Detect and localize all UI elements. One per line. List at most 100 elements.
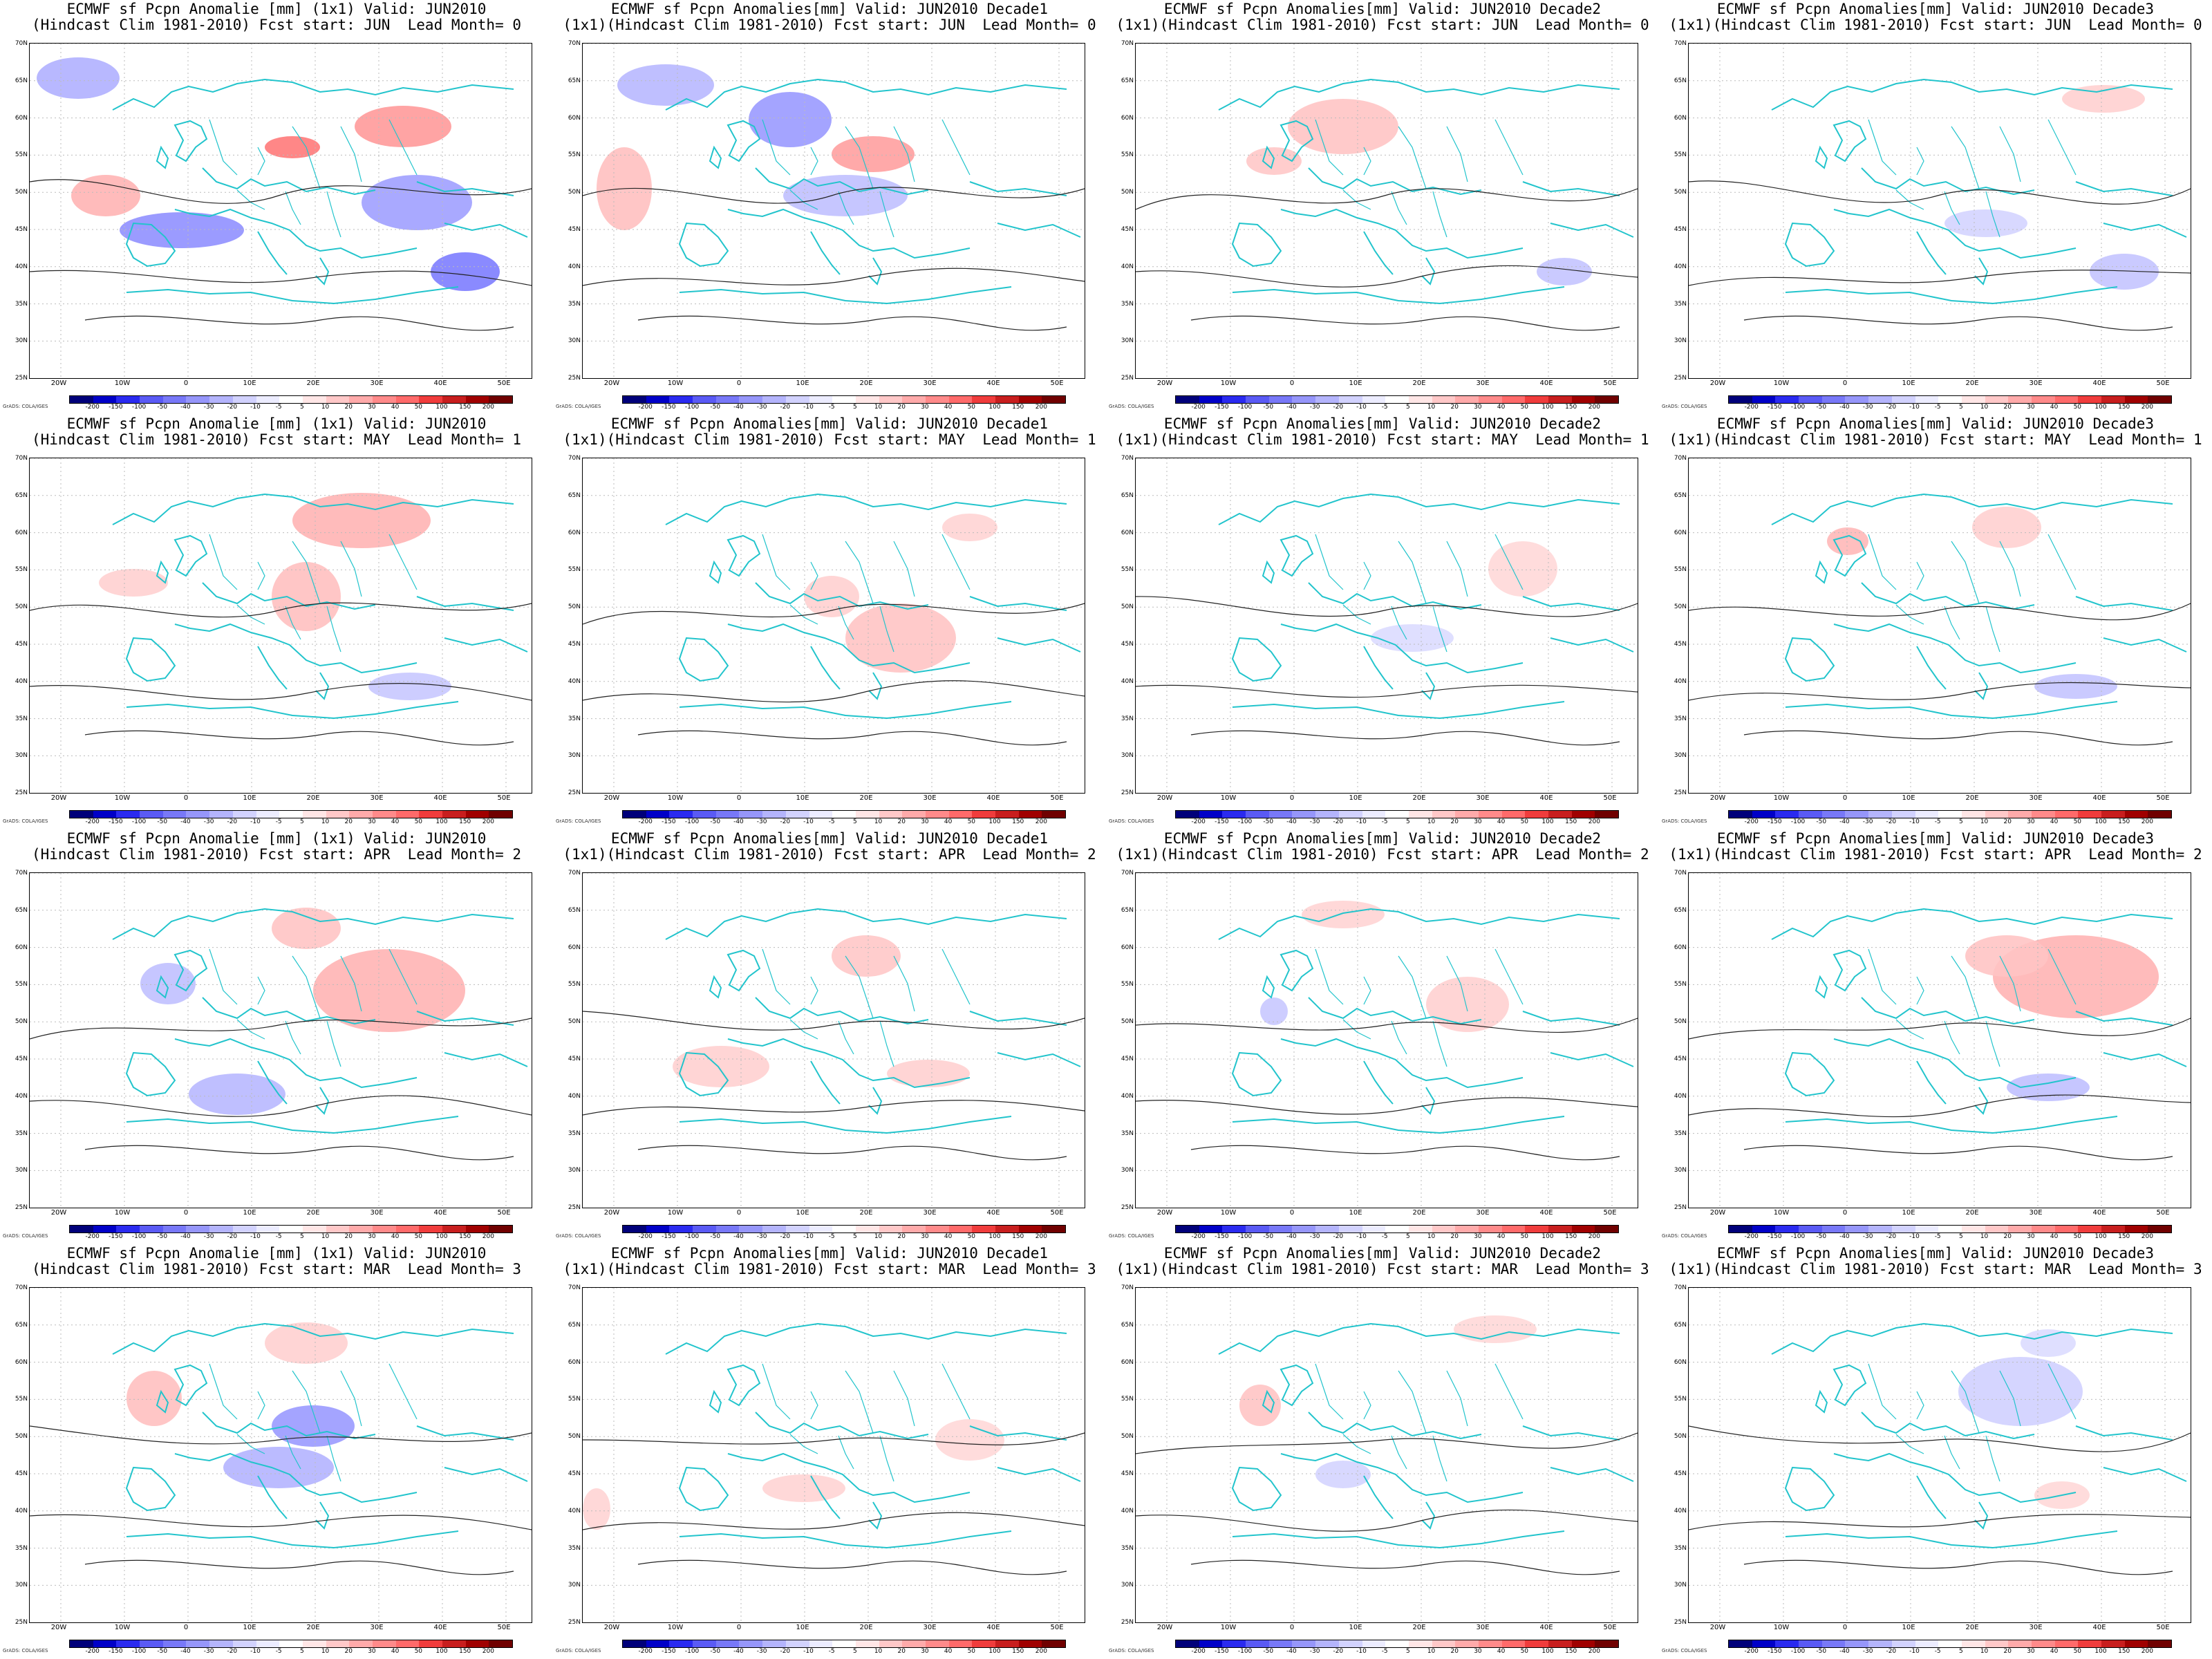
colorbar-label: -200 <box>85 1233 100 1240</box>
lat-tick-label: 55N <box>1121 1396 1134 1403</box>
lat-tick-label: 55N <box>1674 151 1687 159</box>
coastline <box>1785 701 2118 720</box>
colorbar-swatch <box>1315 396 1339 403</box>
colorbar-labels: -200 -150 -100 -50 -40 -30 -20 -10 -5 5 10 20 30 40 50… <box>622 1648 1065 1655</box>
colorbar-swatch <box>715 1640 740 1647</box>
lon-tick-label: 30E <box>2029 1209 2043 1217</box>
coastline <box>665 1322 1067 1355</box>
country-border <box>1944 1435 1960 1470</box>
colorbar-label: 30 <box>921 1648 929 1655</box>
colorbar-label: -150 <box>1215 1648 1229 1655</box>
anomaly-region <box>2021 1329 2076 1357</box>
colorbar-label: 5 <box>1406 1233 1410 1240</box>
contour-line <box>1743 1559 2173 1575</box>
country-border <box>292 955 321 1019</box>
colorbar-label: -50 <box>710 1233 721 1240</box>
lat-tick-label: 65N <box>1674 1321 1687 1329</box>
country-border <box>2047 534 2077 590</box>
forecast-panel: ECMWF sf Pcpn Anomalie [mm] (1x1) Valid:… <box>0 0 553 415</box>
colorbar-label: 150 <box>1012 818 1024 825</box>
lat-tick-label: 70N <box>15 870 28 877</box>
colorbar-label: -5 <box>1381 1233 1388 1240</box>
map-canvas <box>1136 458 1638 793</box>
colorbar-swatch <box>2101 1640 2125 1647</box>
colorbar-label: -20 <box>227 1648 238 1655</box>
lon-tick-label: 30E <box>2029 1624 2043 1631</box>
colorbar-label: 200 <box>1588 1233 1600 1240</box>
country-border <box>1494 534 1524 590</box>
coastline <box>1833 534 1867 577</box>
coastline <box>969 1425 1067 1441</box>
colorbar-swatch <box>739 811 763 818</box>
colorbar-label: 200 <box>1588 818 1600 825</box>
panel-title-line1: ECMWF sf Pcpn Anomalies[mm] Valid: JUN20… <box>610 1 1049 17</box>
colorbar-label: 5 <box>1959 1648 1963 1655</box>
colorbar-swatch <box>1408 811 1432 818</box>
coastline <box>1262 560 1275 584</box>
lon-tick-label: 20E <box>859 1209 873 1217</box>
colorbar-label: 30 <box>1474 404 1482 411</box>
lat-tick-label: 25N <box>568 789 581 797</box>
colorbar-label: -30 <box>756 1233 767 1240</box>
colorbar-swatch <box>419 396 442 403</box>
lon-tick-label: 0 <box>183 379 189 387</box>
lon-tick-label: 0 <box>736 794 742 802</box>
country-border <box>2047 1363 2077 1420</box>
colorbar-swatch <box>302 396 326 403</box>
lon-tick-label: 40E <box>986 794 1000 802</box>
lon-tick-label: 20E <box>306 1209 320 1217</box>
colorbar-label: -40 <box>1286 404 1297 411</box>
coastline <box>678 1051 729 1097</box>
anomaly-region <box>1958 1357 2083 1426</box>
lon-tick-label: 10W <box>114 794 131 802</box>
country-border <box>236 1434 265 1454</box>
anomaly-region <box>272 908 341 949</box>
lat-tick-label: 70N <box>1121 455 1134 462</box>
coastline <box>1916 231 1947 275</box>
lat-tick-label: 65N <box>568 491 581 499</box>
coastline <box>709 1389 722 1414</box>
country-border <box>1391 1020 1407 1055</box>
anomaly-region <box>845 603 956 673</box>
country-border <box>257 561 265 590</box>
forecast-panel: ECMWF sf Pcpn Anomalies[mm] Valid: JUN20… <box>1106 0 1659 415</box>
coastline <box>156 560 169 584</box>
colorbar-swatch <box>925 396 949 403</box>
lon-tick-label: 30E <box>923 379 937 387</box>
colorbar-label: 40 <box>2050 1648 2059 1655</box>
colorbar-swatch <box>1595 396 1619 403</box>
country-border <box>1999 955 2021 1012</box>
forecast-panel: ECMWF sf Pcpn Anomalie [mm] (1x1) Valid:… <box>0 415 553 830</box>
country-border <box>1951 541 1980 604</box>
lat-tick-label: 35N <box>1121 1544 1134 1552</box>
lon-tick-label: 20W <box>50 794 67 802</box>
country-border <box>810 147 818 176</box>
anomaly-region <box>1944 209 2027 237</box>
colorbar <box>622 810 1066 818</box>
colorbar-swatch <box>1891 1640 1915 1647</box>
lon-tick-label: 0 <box>1289 794 1295 802</box>
colorbar-swatch <box>1868 811 1892 818</box>
colorbar-swatch <box>465 1226 489 1232</box>
coastline <box>1974 1087 1989 1115</box>
colorbar-labels: -200 -150 -100 -50 -40 -30 -20 -10 -5 5 10 20 30 40 50… <box>622 1233 1065 1240</box>
colorbar-label: 200 <box>1035 404 1047 411</box>
lat-tick-label: 25N <box>1674 789 1687 797</box>
contour-line <box>1136 596 1638 617</box>
coastline <box>1785 286 2118 305</box>
lat-tick-label: 65N <box>1121 906 1134 914</box>
colorbar-swatch <box>2054 396 2079 403</box>
colorbar-label: -5 <box>1381 1648 1388 1655</box>
colorbar-label: -50 <box>157 1233 168 1240</box>
colorbar-swatch <box>809 811 833 818</box>
lat-tick-label: 40N <box>15 263 28 270</box>
colorbar-swatch <box>832 1226 856 1232</box>
colorbar-swatch <box>1315 1226 1339 1232</box>
lon-tick-label: 10E <box>796 379 809 387</box>
colorbar-swatch <box>1821 1640 1846 1647</box>
coastline <box>1308 1412 1482 1440</box>
lon-tick-label: 10E <box>243 1209 256 1217</box>
colorbar-swatch <box>1408 1226 1432 1232</box>
colorbar-swatch <box>995 811 1019 818</box>
map-canvas <box>1689 873 2191 1208</box>
